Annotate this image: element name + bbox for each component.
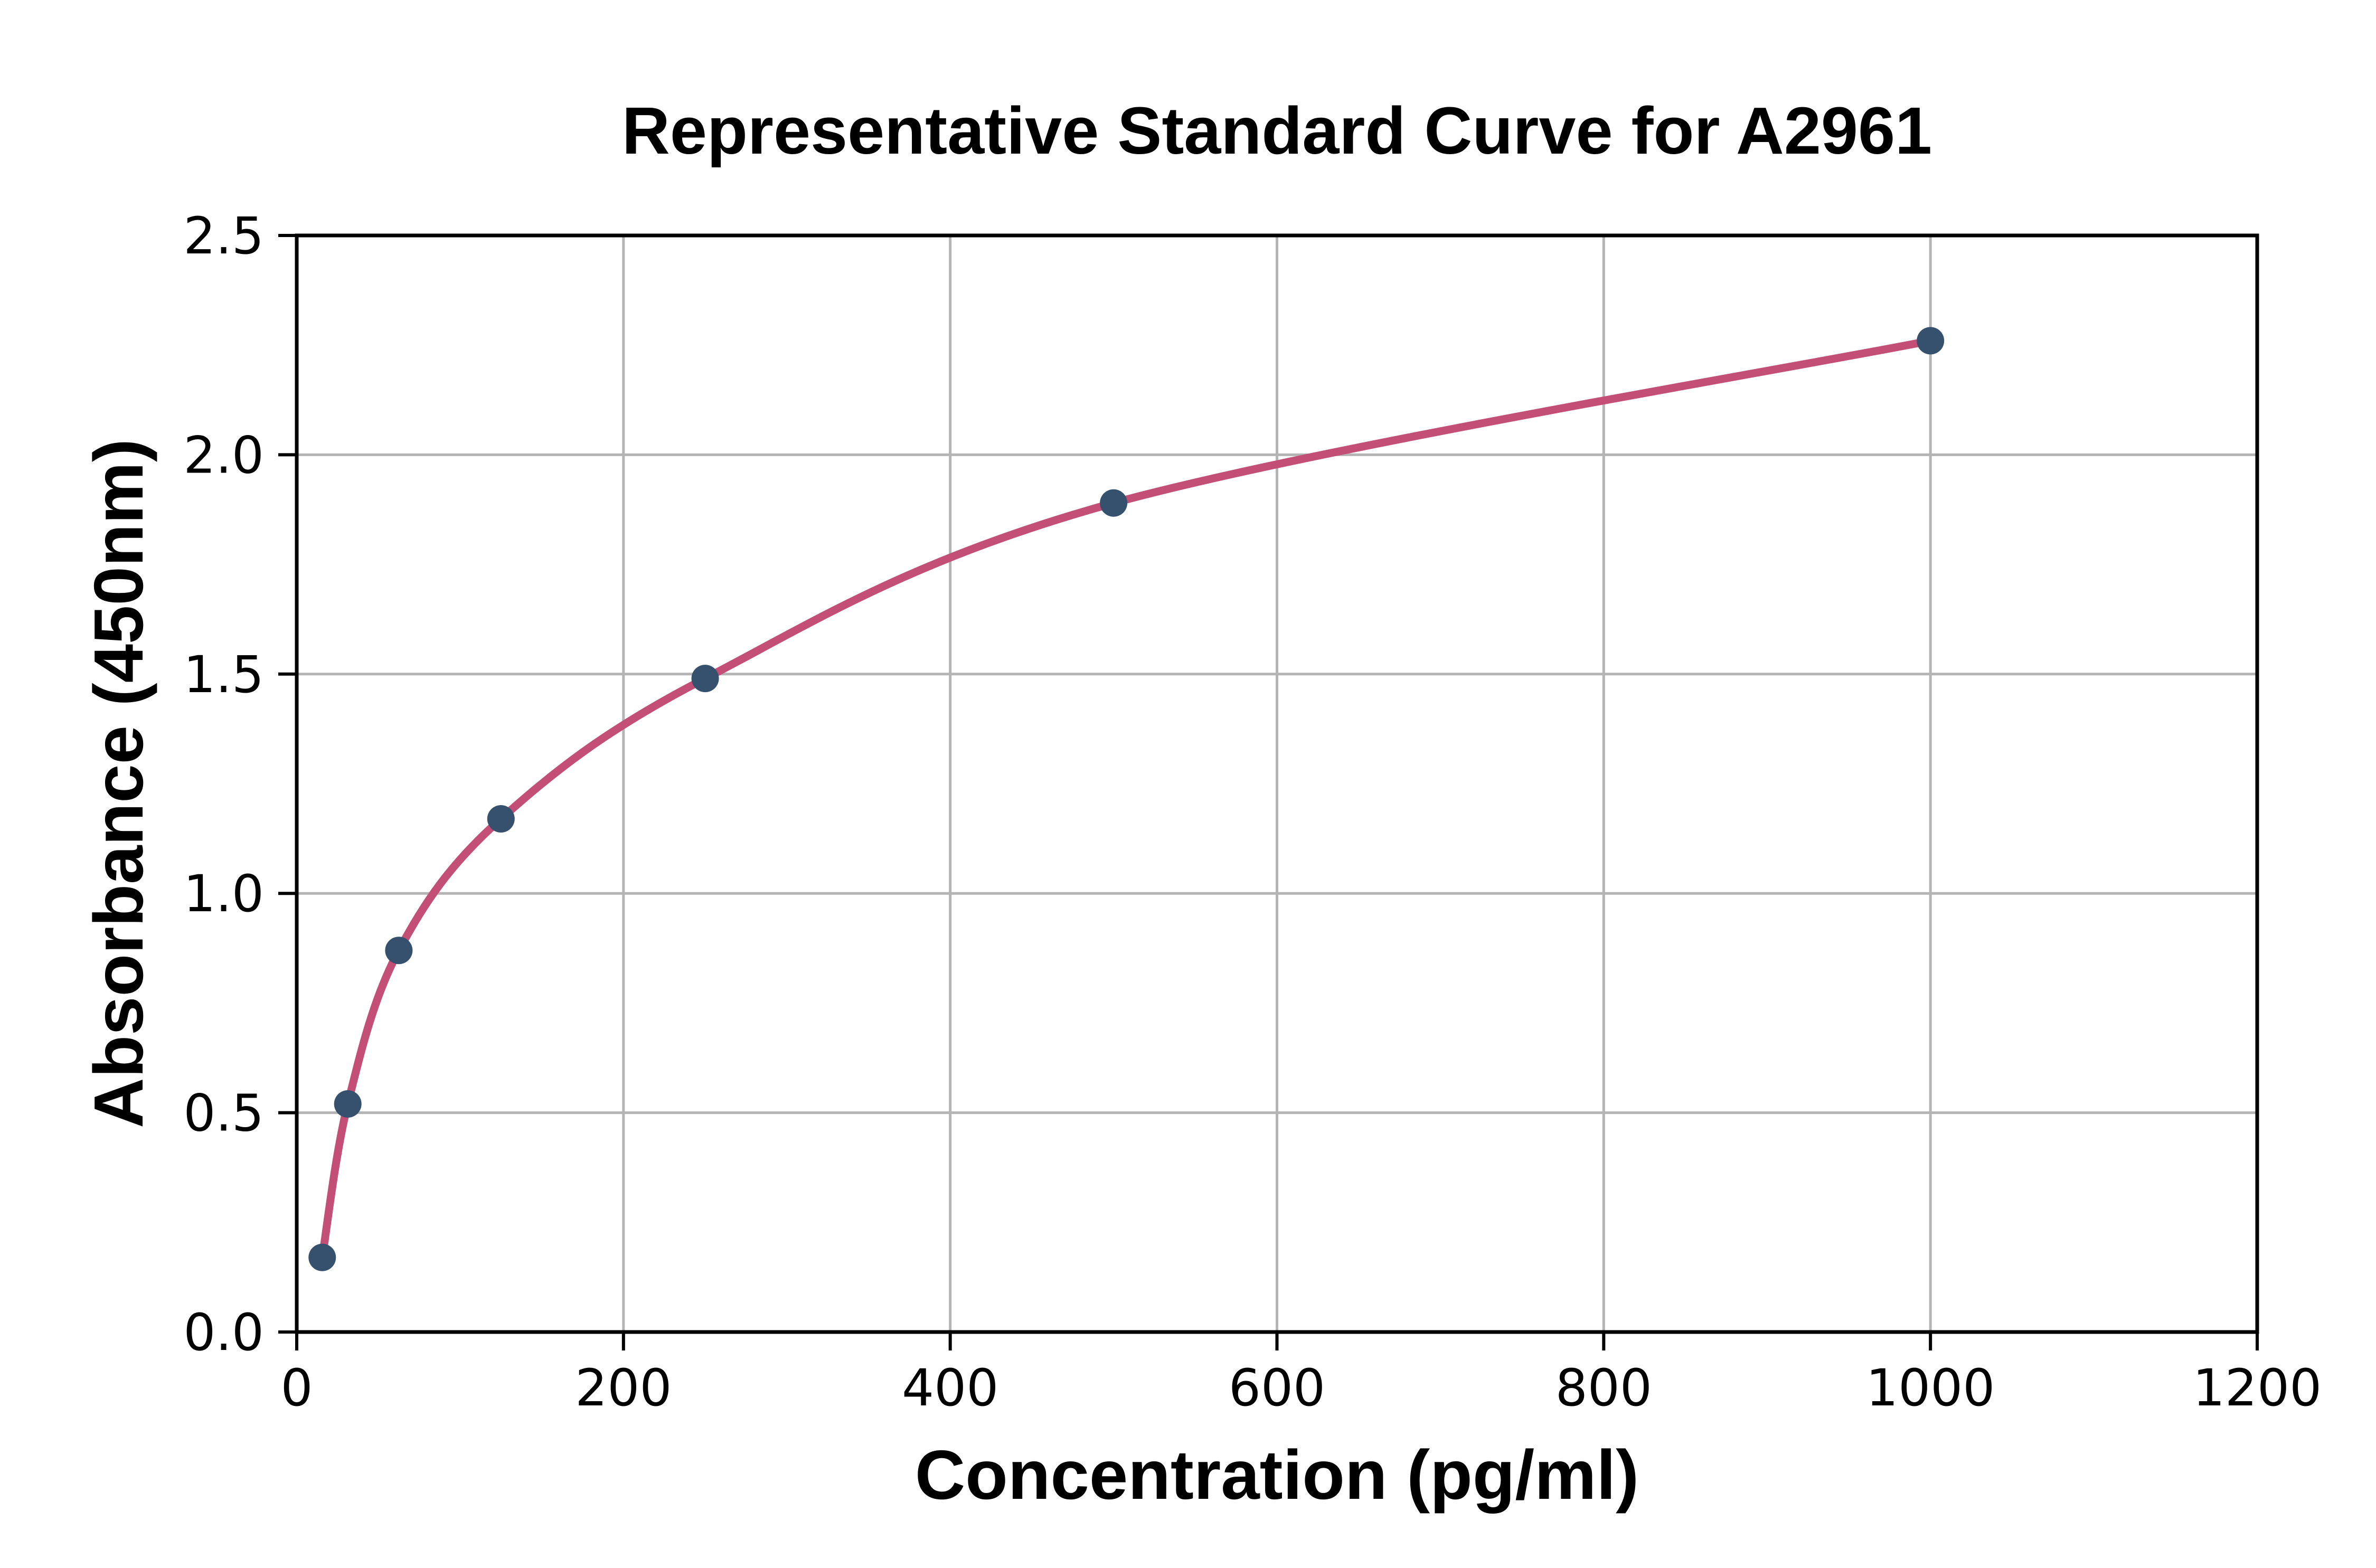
x-tick-label: 400: [902, 1358, 998, 1418]
x-tick-label: 1200: [2193, 1358, 2322, 1418]
y-tick-label: 0.5: [183, 1084, 264, 1143]
data-point-marker: [1100, 489, 1128, 517]
y-tick-label: 0.0: [183, 1303, 264, 1362]
y-tick-label: 2.0: [183, 426, 264, 485]
tick-labels: 0 200 400 600 800 1000 1200 0.0 0.5 1.0 1.5 2.0 2.5: [183, 206, 2322, 1418]
data-point-marker: [334, 1090, 362, 1118]
x-tick-label: 0: [280, 1358, 313, 1418]
y-tick-label: 1.5: [183, 645, 264, 704]
data-point-marker: [308, 1243, 336, 1271]
y-tick-label: 2.5: [183, 206, 264, 266]
x-axis-label: Concentration (pg/ml): [914, 1436, 1639, 1514]
data-point-marker: [1917, 327, 1945, 355]
data-point-marker: [691, 665, 719, 693]
fitted-standard-curve: [318, 336, 1935, 1262]
tick-marks: [278, 234, 2259, 1350]
x-tick-label: 1000: [1866, 1358, 1995, 1418]
data-point-marker: [487, 805, 515, 833]
x-tick-label: 600: [1229, 1358, 1325, 1418]
chart-title: Representative Standard Curve for A2961: [621, 93, 1932, 168]
x-tick-label: 200: [575, 1358, 672, 1418]
x-tick-label: 800: [1555, 1358, 1652, 1418]
data-points: [308, 327, 1945, 1271]
y-tick-label: 1.0: [183, 864, 264, 923]
gridlines: [297, 235, 2257, 1332]
data-point-marker: [385, 937, 413, 965]
